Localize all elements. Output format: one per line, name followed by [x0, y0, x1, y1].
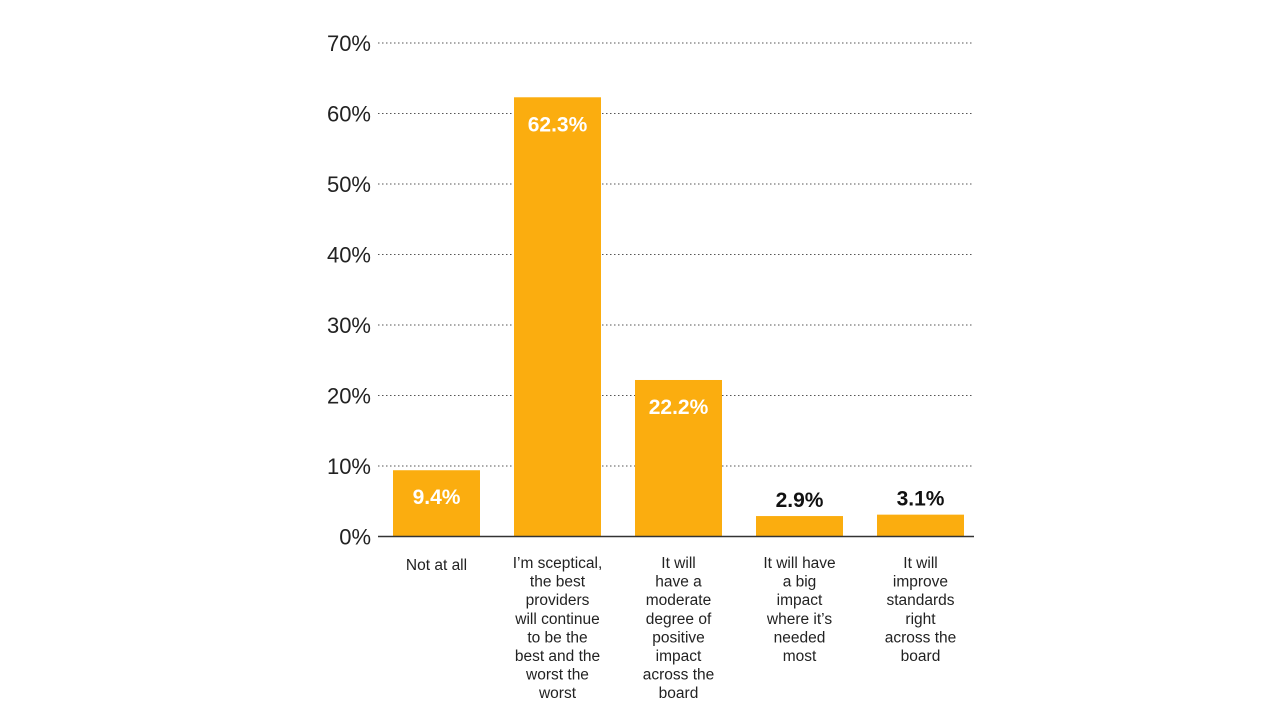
bar-value-label: 3.1% [897, 488, 945, 511]
y-tick-label: 50% [327, 172, 371, 197]
bar-value-label: 62.3% [528, 113, 588, 136]
gridlines [378, 42, 974, 467]
category-label: It will have a big impact where it’s needed m… [763, 555, 835, 665]
category-label-line: It will [661, 555, 695, 572]
y-tick-label: 0% [339, 525, 371, 550]
bar [756, 516, 843, 537]
bar-value-label: 9.4% [413, 486, 461, 509]
category-label-line: providers [526, 592, 590, 609]
category-label: It will have a moderate degree of positive im… [643, 555, 715, 702]
category-label-line: where it’s [766, 611, 832, 628]
y-tick-label: 30% [327, 313, 371, 338]
category-label-line: degree of [646, 611, 712, 628]
category-label-line: worst [538, 685, 577, 702]
bar [514, 97, 601, 537]
y-tick-label: 20% [327, 384, 371, 409]
category-label-line: a big [783, 574, 817, 591]
y-tick-label: 40% [327, 243, 371, 268]
category-label-line: It will [903, 555, 937, 572]
category-label-line: It will have [763, 555, 835, 572]
y-tick-label: 70% [327, 31, 371, 56]
category-label-line: standards [886, 592, 954, 609]
y-tick-label: 10% [327, 454, 371, 479]
category-label-line: to be the [527, 629, 587, 646]
category-label-line: improve [893, 574, 948, 591]
category-label-line: right [905, 611, 936, 628]
category-labels: Not at all I’m sceptical, the best provider… [406, 555, 956, 702]
bar [877, 514, 964, 537]
category-label-line: needed [774, 629, 826, 646]
category-label-line: positive [652, 629, 705, 646]
category-label-line: will continue [514, 611, 599, 628]
bar-value-label: 22.2% [649, 396, 709, 419]
bars [393, 97, 964, 537]
category-label-line: worst the [525, 667, 589, 684]
category-label-line: impact [777, 592, 823, 609]
category-label-line: board [901, 648, 941, 665]
bar [393, 470, 480, 537]
y-tick-label: 60% [327, 102, 371, 127]
bar [635, 379, 722, 537]
category-label: Not at all [406, 557, 467, 574]
y-axis-ticks: 0% 10% 20% 30% 40% 50% 60% 70% [327, 31, 371, 550]
category-label-line: best and the [515, 648, 600, 665]
category-label-line: have a [655, 574, 702, 591]
category-label-line: across the [643, 667, 715, 684]
category-label: I’m sceptical, the best providers will cont… [513, 555, 603, 702]
category-label-line: impact [656, 648, 702, 665]
category-label-line: most [783, 648, 817, 665]
category-label-line: moderate [646, 592, 711, 609]
category-label-line: the best [530, 574, 586, 591]
value-labels: 9.4% 62.3% 22.2% 2.9% 3.1% [413, 113, 945, 512]
category-label-line: across the [885, 629, 957, 646]
category-label: It will improve standards right across the bo… [885, 555, 957, 665]
category-label-line: I’m sceptical, [513, 555, 603, 572]
category-label-line: Not at all [406, 557, 467, 574]
category-label-line: board [659, 685, 699, 702]
bar-value-label: 2.9% [776, 489, 824, 512]
